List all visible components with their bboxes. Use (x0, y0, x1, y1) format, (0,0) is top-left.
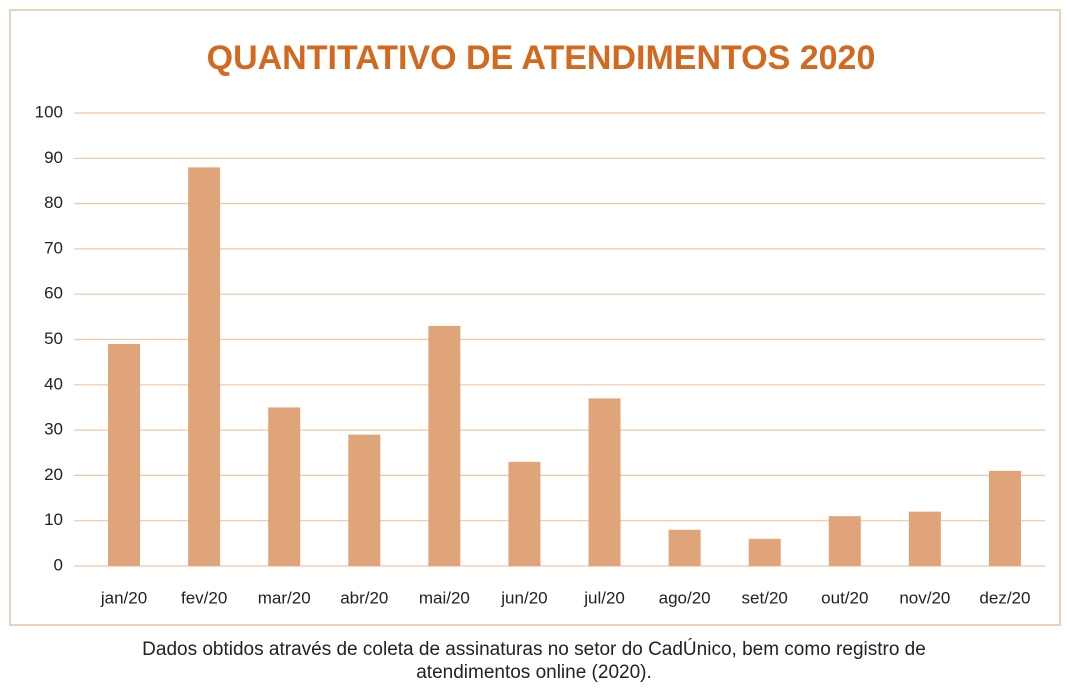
bar (188, 167, 221, 567)
bar (668, 529, 701, 566)
x-tick-label: nov/20 (899, 588, 950, 607)
bar (908, 511, 941, 566)
bar (348, 434, 381, 566)
caption-line: atendimentos online (2020). (416, 662, 652, 683)
y-tick-label: 90 (44, 148, 63, 167)
bar (268, 407, 301, 566)
x-tick-label: jul/20 (583, 588, 625, 607)
bar (988, 470, 1021, 566)
x-tick-label: fev/20 (181, 588, 227, 607)
y-tick-label: 20 (44, 465, 63, 484)
y-tick-label: 50 (44, 329, 63, 348)
y-tick-label: 0 (54, 555, 63, 574)
bar (748, 538, 781, 566)
y-tick-label: 60 (44, 284, 63, 303)
bar (428, 325, 461, 566)
bar (108, 344, 141, 566)
y-tick-label: 10 (44, 510, 63, 529)
x-tick-label: set/20 (742, 588, 788, 607)
bar (508, 461, 541, 566)
chart-title: QUANTITATIVO DE ATENDIMENTOS 2020 (207, 39, 876, 77)
caption-line: Dados obtidos através de coleta de assin… (142, 638, 926, 660)
x-tick-label: abr/20 (340, 588, 388, 607)
y-tick-label: 40 (44, 374, 63, 393)
bar (828, 516, 861, 566)
x-tick-label: mai/20 (419, 588, 470, 607)
x-tick-label: mar/20 (258, 588, 311, 607)
x-tick-label: dez/20 (979, 588, 1030, 607)
y-tick-label: 70 (44, 238, 63, 257)
y-tick-label: 30 (44, 420, 63, 439)
x-tick-label: jan/20 (100, 588, 147, 607)
x-tick-label: jun/20 (500, 588, 547, 607)
y-tick-label: 100 (35, 102, 63, 121)
x-tick-label: out/20 (821, 588, 868, 607)
y-tick-label: 80 (44, 193, 63, 212)
x-tick-label: ago/20 (659, 588, 711, 607)
bar (588, 398, 621, 566)
